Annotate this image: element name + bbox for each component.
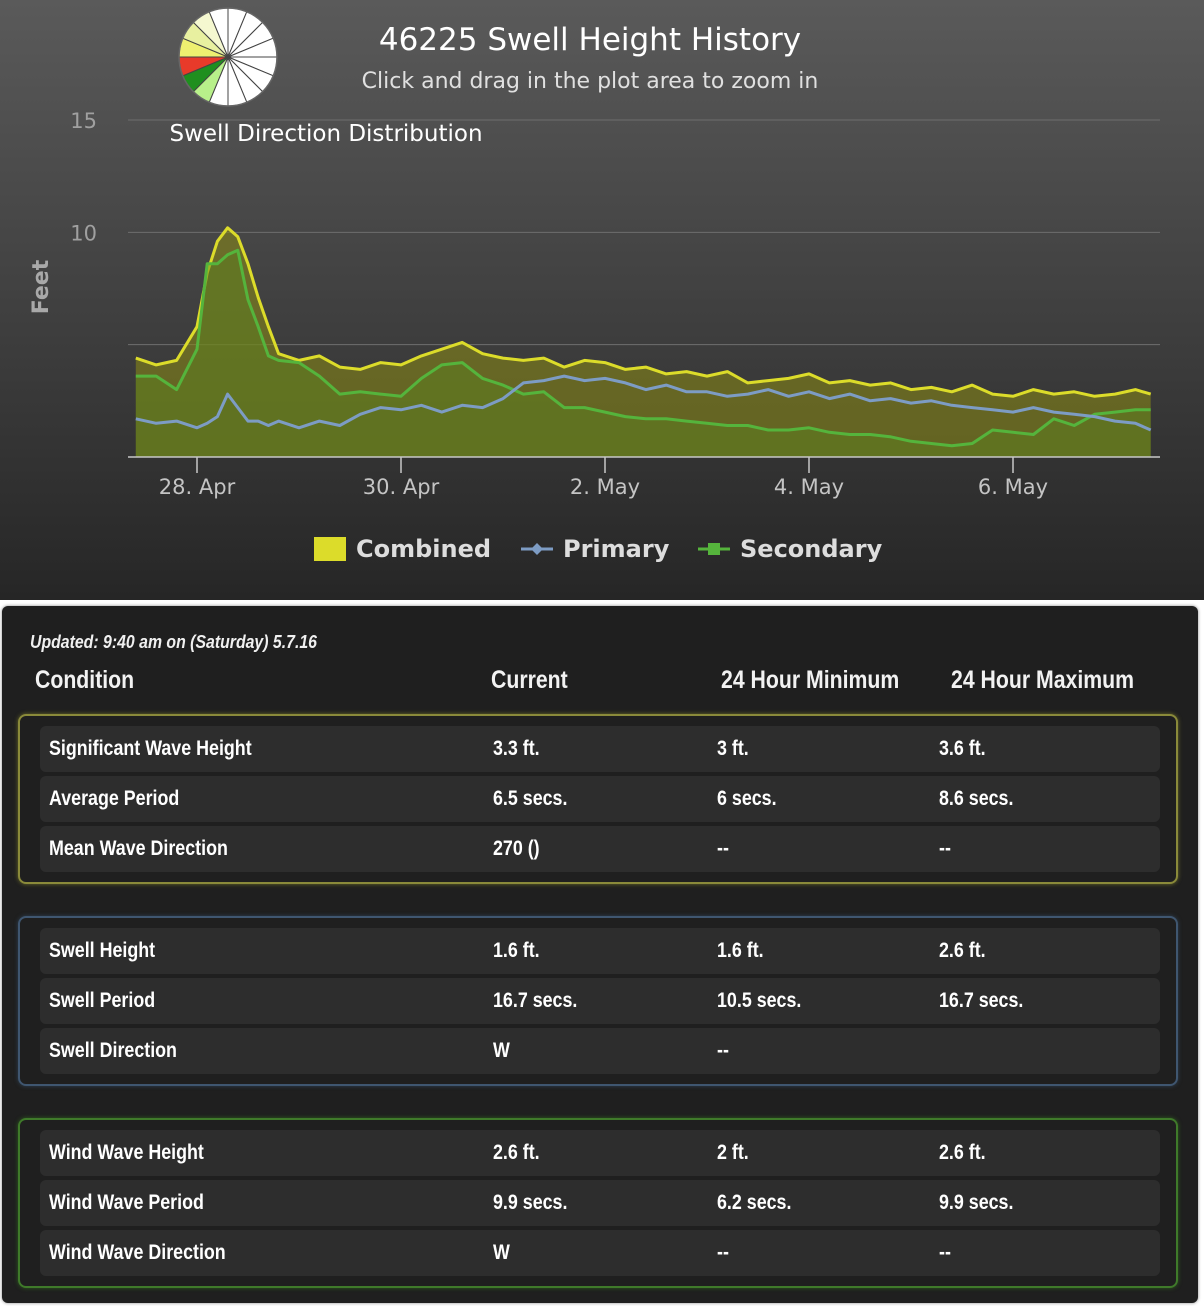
series-line-secondary <box>135 248 1151 448</box>
min-value: 6 secs. <box>717 787 777 810</box>
min-value: 10.5 secs. <box>717 989 802 1012</box>
min-value: 2 ft. <box>717 1141 749 1164</box>
legend-marker-primary <box>531 543 543 555</box>
conditions-table: Updated: 9:40 am on (Saturday) 5.7.16 Co… <box>2 606 1198 1303</box>
legend-label-primary: Primary <box>563 535 670 563</box>
table-row: Mean Wave Direction 270 () -- -- <box>40 826 1160 872</box>
max-value: -- <box>939 1241 951 1264</box>
table-row: Wind Wave Direction W -- -- <box>40 1230 1160 1276</box>
row-label: Wind Wave Height <box>49 1141 204 1164</box>
max-value: 3.6 ft. <box>939 737 986 760</box>
legend-item-combined[interactable]: Combined <box>314 535 491 563</box>
direction-rose-inset[interactable] <box>178 7 278 107</box>
combined-group: Significant Wave Height 3.3 ft. 3 ft. 3.… <box>18 714 1178 884</box>
header-condition: Condition <box>35 666 135 694</box>
table-row: Wind Wave Height 2.6 ft. 2 ft. 2.6 ft. <box>40 1130 1160 1176</box>
x-tick-label: 2. May <box>570 475 640 499</box>
min-value: 3 ft. <box>717 737 749 760</box>
legend: Combined Primary Secondary <box>314 535 883 563</box>
plot-area[interactable] <box>135 226 1152 457</box>
min-value: -- <box>717 837 729 860</box>
series-line-combined <box>135 226 1152 398</box>
max-value: 8.6 secs. <box>939 787 1014 810</box>
row-label: Wind Wave Period <box>49 1191 204 1214</box>
series-area-secondary <box>135 250 1151 457</box>
min-value: -- <box>717 1241 729 1264</box>
header-24h-maximum: 24 Hour Maximum <box>951 666 1135 694</box>
row-label: Wind Wave Direction <box>49 1241 226 1264</box>
series-line-primary <box>135 374 1152 432</box>
current-value: 9.9 secs. <box>493 1191 568 1214</box>
table-row: Significant Wave Height 3.3 ft. 3 ft. 3.… <box>40 726 1160 772</box>
x-tick-label: 28. Apr <box>159 475 236 499</box>
y-tick-label: 10 <box>70 221 97 245</box>
table-row: Wind Wave Period 9.9 secs. 6.2 secs. 9.9… <box>40 1180 1160 1226</box>
current-value: W <box>493 1039 510 1062</box>
swell-group: Swell Height 1.6 ft. 1.6 ft. 2.6 ft. Swe… <box>18 916 1178 1086</box>
current-value: W <box>493 1241 510 1264</box>
min-value: 6.2 secs. <box>717 1191 792 1214</box>
chart-title: 46225 Swell Height History <box>379 22 801 58</box>
current-value: 16.7 secs. <box>493 989 578 1012</box>
legend-label-combined: Combined <box>356 535 491 563</box>
chart-subtitle: Click and drag in the plot area to zoom … <box>362 69 819 94</box>
max-value: 9.9 secs. <box>939 1191 1014 1214</box>
x-axis-ticks: 28. Apr 30. Apr 2. May 4. May 6. May <box>159 457 1048 499</box>
wind-wave-group: Wind Wave Height 2.6 ft. 2 ft. 2.6 ft. W… <box>18 1118 1178 1288</box>
legend-item-secondary[interactable]: Secondary <box>698 535 883 563</box>
max-value: -- <box>939 837 951 860</box>
row-label: Significant Wave Height <box>49 737 252 760</box>
current-value: 3.3 ft. <box>493 737 540 760</box>
x-tick-label: 4. May <box>774 475 844 499</box>
legend-label-secondary: Secondary <box>740 535 883 563</box>
max-value: 2.6 ft. <box>939 939 986 962</box>
table-row: Swell Direction W -- <box>40 1028 1160 1074</box>
x-tick-label: 6. May <box>978 475 1048 499</box>
rose-outline <box>178 7 278 107</box>
current-value: 6.5 secs. <box>493 787 568 810</box>
y-tick-label: 15 <box>70 109 97 133</box>
table-row: Swell Height 1.6 ft. 1.6 ft. 2.6 ft. <box>40 928 1160 974</box>
updated-timestamp: Updated: 9:40 am on (Saturday) 5.7.16 <box>30 632 317 652</box>
header-24h-minimum: 24 Hour Minimum <box>721 666 900 694</box>
current-value: 1.6 ft. <box>493 939 540 962</box>
x-tick-label: 30. Apr <box>363 475 440 499</box>
legend-item-primary[interactable]: Primary <box>521 535 670 563</box>
max-value: 16.7 secs. <box>939 989 1024 1012</box>
row-label: Swell Direction <box>49 1039 177 1062</box>
row-label: Average Period <box>49 787 180 810</box>
row-label: Swell Height <box>49 939 156 962</box>
max-value: 2.6 ft. <box>939 1141 986 1164</box>
header-current: Current <box>491 666 568 694</box>
table-row: Average Period 6.5 secs. 6 secs. 8.6 sec… <box>40 776 1160 822</box>
current-value: 270 () <box>493 837 540 860</box>
legend-swatch-combined <box>314 537 346 561</box>
inset-title: Swell Direction Distribution <box>169 121 482 147</box>
row-label: Swell Period <box>49 989 156 1012</box>
row-label: Mean Wave Direction <box>49 837 228 860</box>
chart-panel: 28. Apr 30. Apr 2. May 4. May 6. May 15 10 Fe… <box>0 0 1204 600</box>
min-value: -- <box>717 1039 729 1062</box>
legend-marker-secondary <box>708 543 720 555</box>
table-row: Swell Period 16.7 secs. 10.5 secs. 16.7 … <box>40 978 1160 1024</box>
current-value: 2.6 ft. <box>493 1141 540 1164</box>
min-value: 1.6 ft. <box>717 939 764 962</box>
y-axis-label: Feet <box>29 259 54 314</box>
gridlines <box>128 119 1160 346</box>
